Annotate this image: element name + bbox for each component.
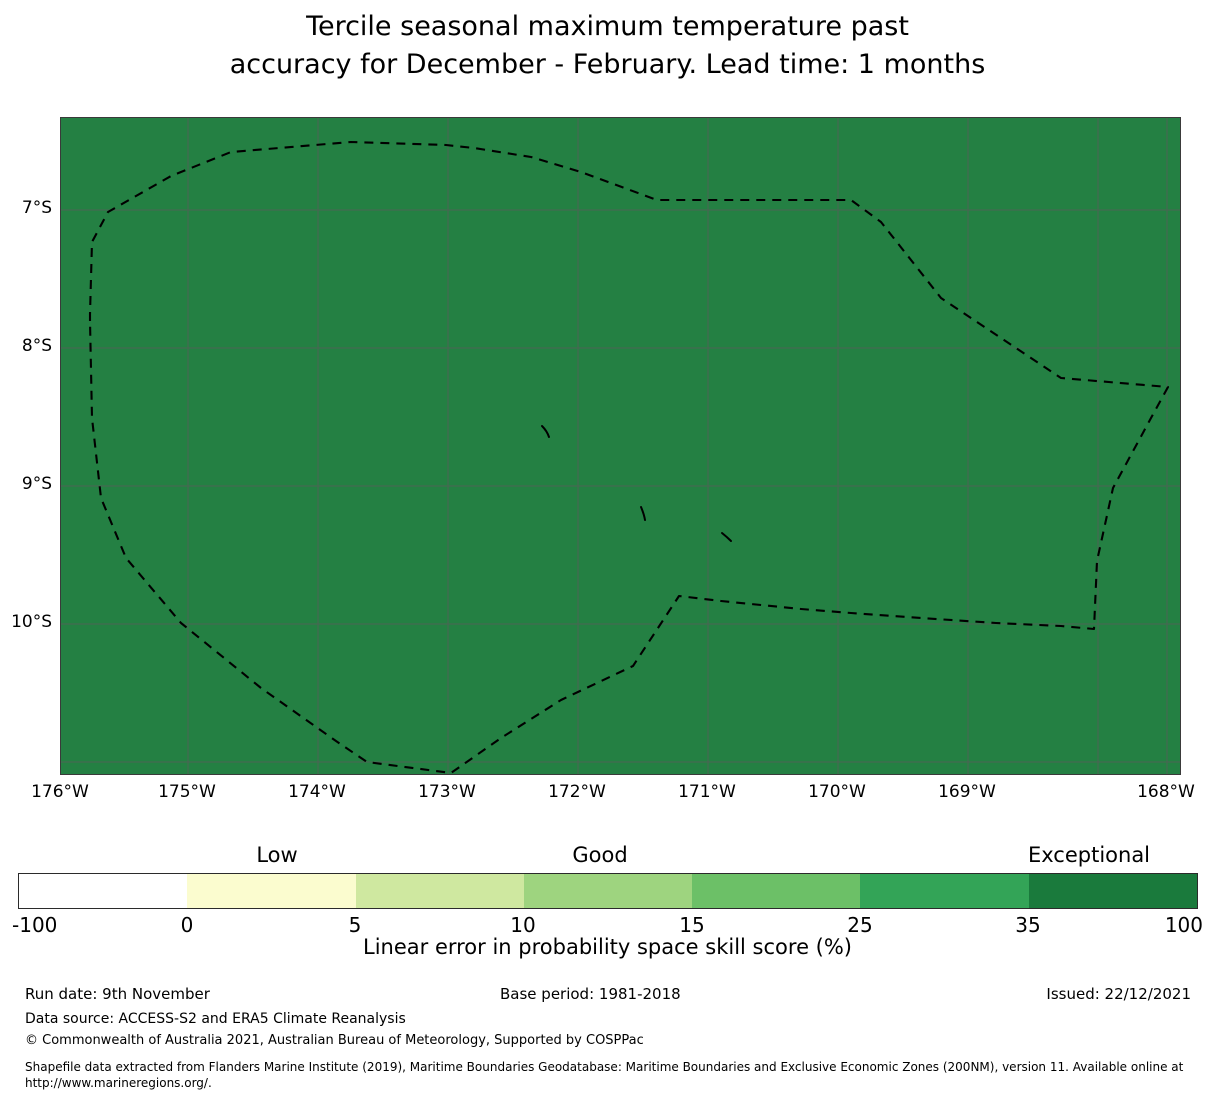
x-tick-label-1: 175°W xyxy=(158,782,216,802)
colorbar xyxy=(18,873,1198,909)
island-outlines xyxy=(541,425,732,542)
colorbar-tick-5: 25 xyxy=(847,913,873,937)
footer-run-date: Run date: 9th November xyxy=(25,985,210,1003)
y-tick-label-0: 7°S xyxy=(21,198,52,218)
x-tick-label-4: 172°W xyxy=(548,782,606,802)
colorbar-tick-3: 10 xyxy=(510,913,536,937)
colorbar-tick-2: 5 xyxy=(348,913,362,937)
title-line-1: Tercile seasonal maximum temperature pas… xyxy=(306,11,909,42)
title-line-2: accuracy for December - February. Lead t… xyxy=(229,49,986,80)
footer-shapefile-note: Shapefile data extracted from Flanders M… xyxy=(25,1060,1184,1090)
y-tick-label-3: 10°S xyxy=(11,612,52,632)
eez-boundary-line xyxy=(88,140,1170,774)
colorbar-tick-4: 15 xyxy=(679,913,705,937)
colorbar-tick-6: 35 xyxy=(1015,913,1041,937)
colorbar-segment-6 xyxy=(1028,874,1197,908)
y-tick-label-2: 9°S xyxy=(21,474,52,494)
colorbar-category-low: Low xyxy=(256,843,298,867)
page-title: Tercile seasonal maximum temperature pas… xyxy=(0,8,1215,84)
map-gridlines xyxy=(61,118,1180,774)
x-tick-label-0: 176°W xyxy=(31,782,89,802)
x-tick-label-7: 169°W xyxy=(938,782,996,802)
colorbar-tick-7: 100 xyxy=(1164,913,1203,937)
colorbar-axis-label: Linear error in probability space skill … xyxy=(363,935,852,959)
footer-meta-row: Run date: 9th November Base period: 1981… xyxy=(0,985,1215,1007)
colorbar-segment-3 xyxy=(523,874,693,908)
footer-data-source: Data source: ACCESS-S2 and ERA5 Climate … xyxy=(25,1011,406,1027)
colorbar-gradient xyxy=(18,873,1198,909)
footer-base-period: Base period: 1981-2018 xyxy=(500,985,681,1003)
x-tick-label-2: 174°W xyxy=(288,782,346,802)
colorbar-segment-5 xyxy=(860,874,1029,908)
colorbar-tick-1: 0 xyxy=(180,913,194,937)
colorbar-tick-0: -100 xyxy=(12,913,58,937)
y-tick-label-1: 8°S xyxy=(21,336,52,356)
x-tick-label-8: 168°W xyxy=(1137,782,1195,802)
x-tick-label-6: 170°W xyxy=(808,782,866,802)
footer-issued-date: Issued: 22/12/2021 xyxy=(1046,985,1191,1003)
footer-copyright: © Commonwealth of Australia 2021, Austra… xyxy=(25,1033,644,1048)
map-plot-area xyxy=(60,117,1181,775)
colorbar-segment-0 xyxy=(19,874,188,908)
colorbar-segment-2 xyxy=(355,874,524,908)
map-skill-shading xyxy=(61,118,1180,774)
x-tick-label-3: 173°W xyxy=(418,782,476,802)
x-tick-label-5: 171°W xyxy=(678,782,736,802)
colorbar-segment-1 xyxy=(187,874,356,908)
colorbar-category-exceptional: Exceptional xyxy=(1027,843,1151,867)
colorbar-segment-4 xyxy=(692,874,861,908)
colorbar-category-good: Good xyxy=(572,843,628,867)
